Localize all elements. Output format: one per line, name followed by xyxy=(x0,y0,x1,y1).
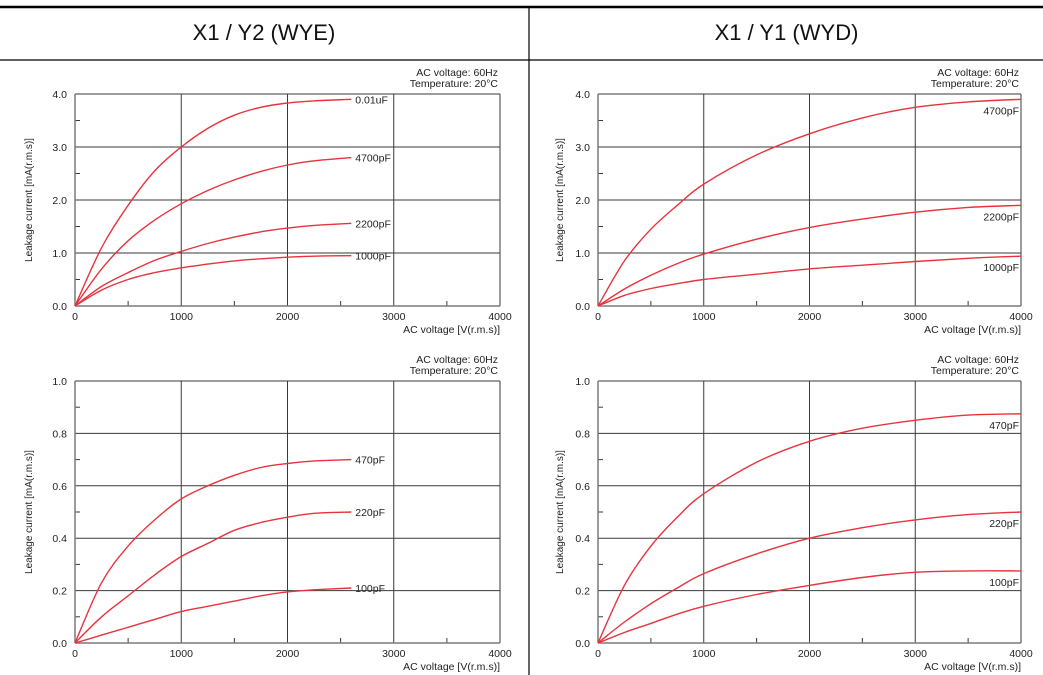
note-temperature: Temperature: 20°C xyxy=(931,365,1020,377)
series-label: 220pF xyxy=(989,518,1019,530)
x-tick-label: 3000 xyxy=(382,311,406,323)
y-tick-label: 4.0 xyxy=(575,89,590,101)
x-tick-label: 3000 xyxy=(904,311,928,323)
x-axis-label: AC voltage [V(r.m.s)] xyxy=(924,661,1021,673)
series-line-470pf xyxy=(74,458,352,644)
series-line-100pf xyxy=(597,570,1022,644)
note-ac-voltage: AC voltage: 60Hz xyxy=(416,354,498,366)
series-line-2200pf xyxy=(597,204,1022,307)
x-tick-label: 0 xyxy=(72,648,78,660)
x-tick-label: 2000 xyxy=(276,648,300,660)
series-line-2200pf xyxy=(74,222,352,307)
y-axis-label: Leakage current [mA(r.m.s)] xyxy=(24,138,35,262)
y-tick-label: 0.8 xyxy=(575,428,590,440)
x-tick-label: 0 xyxy=(595,311,601,323)
x-tick-label: 4000 xyxy=(488,648,512,660)
x-tick-label: 0 xyxy=(595,648,601,660)
series-label: 220pF xyxy=(355,507,385,519)
series-line-220pf xyxy=(597,511,1022,644)
series-label: 1000pF xyxy=(355,251,391,263)
series-label: 2200pF xyxy=(355,218,391,230)
y-tick-label: 1.0 xyxy=(575,248,590,260)
x-axis-label: AC voltage [V(r.m.s)] xyxy=(403,661,500,673)
y-tick-label: 0.4 xyxy=(52,533,67,545)
series-label: 4700pF xyxy=(983,105,1019,117)
column-header-wyd: X1 / Y1 (WYD) xyxy=(714,20,859,45)
x-tick-label: 3000 xyxy=(382,648,406,660)
x-tick-label: 1000 xyxy=(170,648,194,660)
series-line-470pf xyxy=(597,413,1022,644)
x-tick-label: 2000 xyxy=(276,311,300,323)
y-tick-label: 3.0 xyxy=(52,142,67,154)
x-tick-label: 3000 xyxy=(904,648,928,660)
y-tick-label: 0.0 xyxy=(52,638,67,650)
y-tick-label: 4.0 xyxy=(52,89,67,101)
y-tick-label: 2.0 xyxy=(52,195,67,207)
y-axis-label: Leakage current [mA(r.m.s)] xyxy=(24,450,35,574)
note-ac-voltage: AC voltage: 60Hz xyxy=(416,67,498,79)
y-tick-label: 0.0 xyxy=(575,301,590,313)
x-tick-label: 1000 xyxy=(692,311,716,323)
note-temperature: Temperature: 20°C xyxy=(410,78,499,90)
y-tick-label: 0.0 xyxy=(575,638,590,650)
x-tick-label: 2000 xyxy=(798,648,822,660)
column-header-wye: X1 / Y2 (WYE) xyxy=(192,20,336,45)
series-line-1000pf xyxy=(597,255,1022,307)
y-tick-label: 0.8 xyxy=(52,428,67,440)
y-tick-label: 1.0 xyxy=(52,248,67,260)
y-tick-label: 1.0 xyxy=(52,376,67,388)
y-axis-label: Leakage current [mA(r.m.s)] xyxy=(555,138,566,262)
series-label: 470pF xyxy=(989,420,1019,432)
series-label: 1000pF xyxy=(983,262,1019,274)
x-tick-label: 4000 xyxy=(488,311,512,323)
y-tick-label: 0.2 xyxy=(52,586,67,598)
series-line-1000pf xyxy=(74,255,352,307)
x-tick-label: 0 xyxy=(72,311,78,323)
series-label: 100pF xyxy=(989,577,1019,589)
x-tick-label: 1000 xyxy=(170,311,194,323)
series-label: 2200pF xyxy=(983,211,1019,223)
series-line-4700pf xyxy=(74,156,352,307)
note-temperature: Temperature: 20°C xyxy=(410,365,499,377)
y-tick-label: 0.0 xyxy=(52,301,67,313)
y-tick-label: 1.0 xyxy=(575,376,590,388)
x-axis-label: AC voltage [V(r.m.s)] xyxy=(924,324,1021,336)
note-ac-voltage: AC voltage: 60Hz xyxy=(937,354,1019,366)
series-line-100pf xyxy=(74,587,352,644)
x-tick-label: 4000 xyxy=(1009,648,1033,660)
series-line-0.01uf xyxy=(74,98,352,307)
series-line-4700pf xyxy=(597,98,1022,307)
y-tick-label: 2.0 xyxy=(575,195,590,207)
y-tick-label: 0.4 xyxy=(575,533,590,545)
series-line-220pf xyxy=(74,511,352,644)
series-label: 100pF xyxy=(355,583,385,595)
x-tick-label: 1000 xyxy=(692,648,716,660)
series-label: 0.01uF xyxy=(355,94,388,106)
note-ac-voltage: AC voltage: 60Hz xyxy=(937,67,1019,79)
y-tick-label: 3.0 xyxy=(575,142,590,154)
y-axis-label: Leakage current [mA(r.m.s)] xyxy=(555,450,566,574)
y-tick-label: 0.6 xyxy=(575,481,590,493)
y-tick-label: 0.2 xyxy=(575,586,590,598)
x-axis-label: AC voltage [V(r.m.s)] xyxy=(403,324,500,336)
series-label: 470pF xyxy=(355,455,385,467)
note-temperature: Temperature: 20°C xyxy=(931,78,1020,90)
series-label: 4700pF xyxy=(355,153,391,165)
x-tick-label: 4000 xyxy=(1009,311,1033,323)
x-tick-label: 2000 xyxy=(798,311,822,323)
y-tick-label: 0.6 xyxy=(52,481,67,493)
